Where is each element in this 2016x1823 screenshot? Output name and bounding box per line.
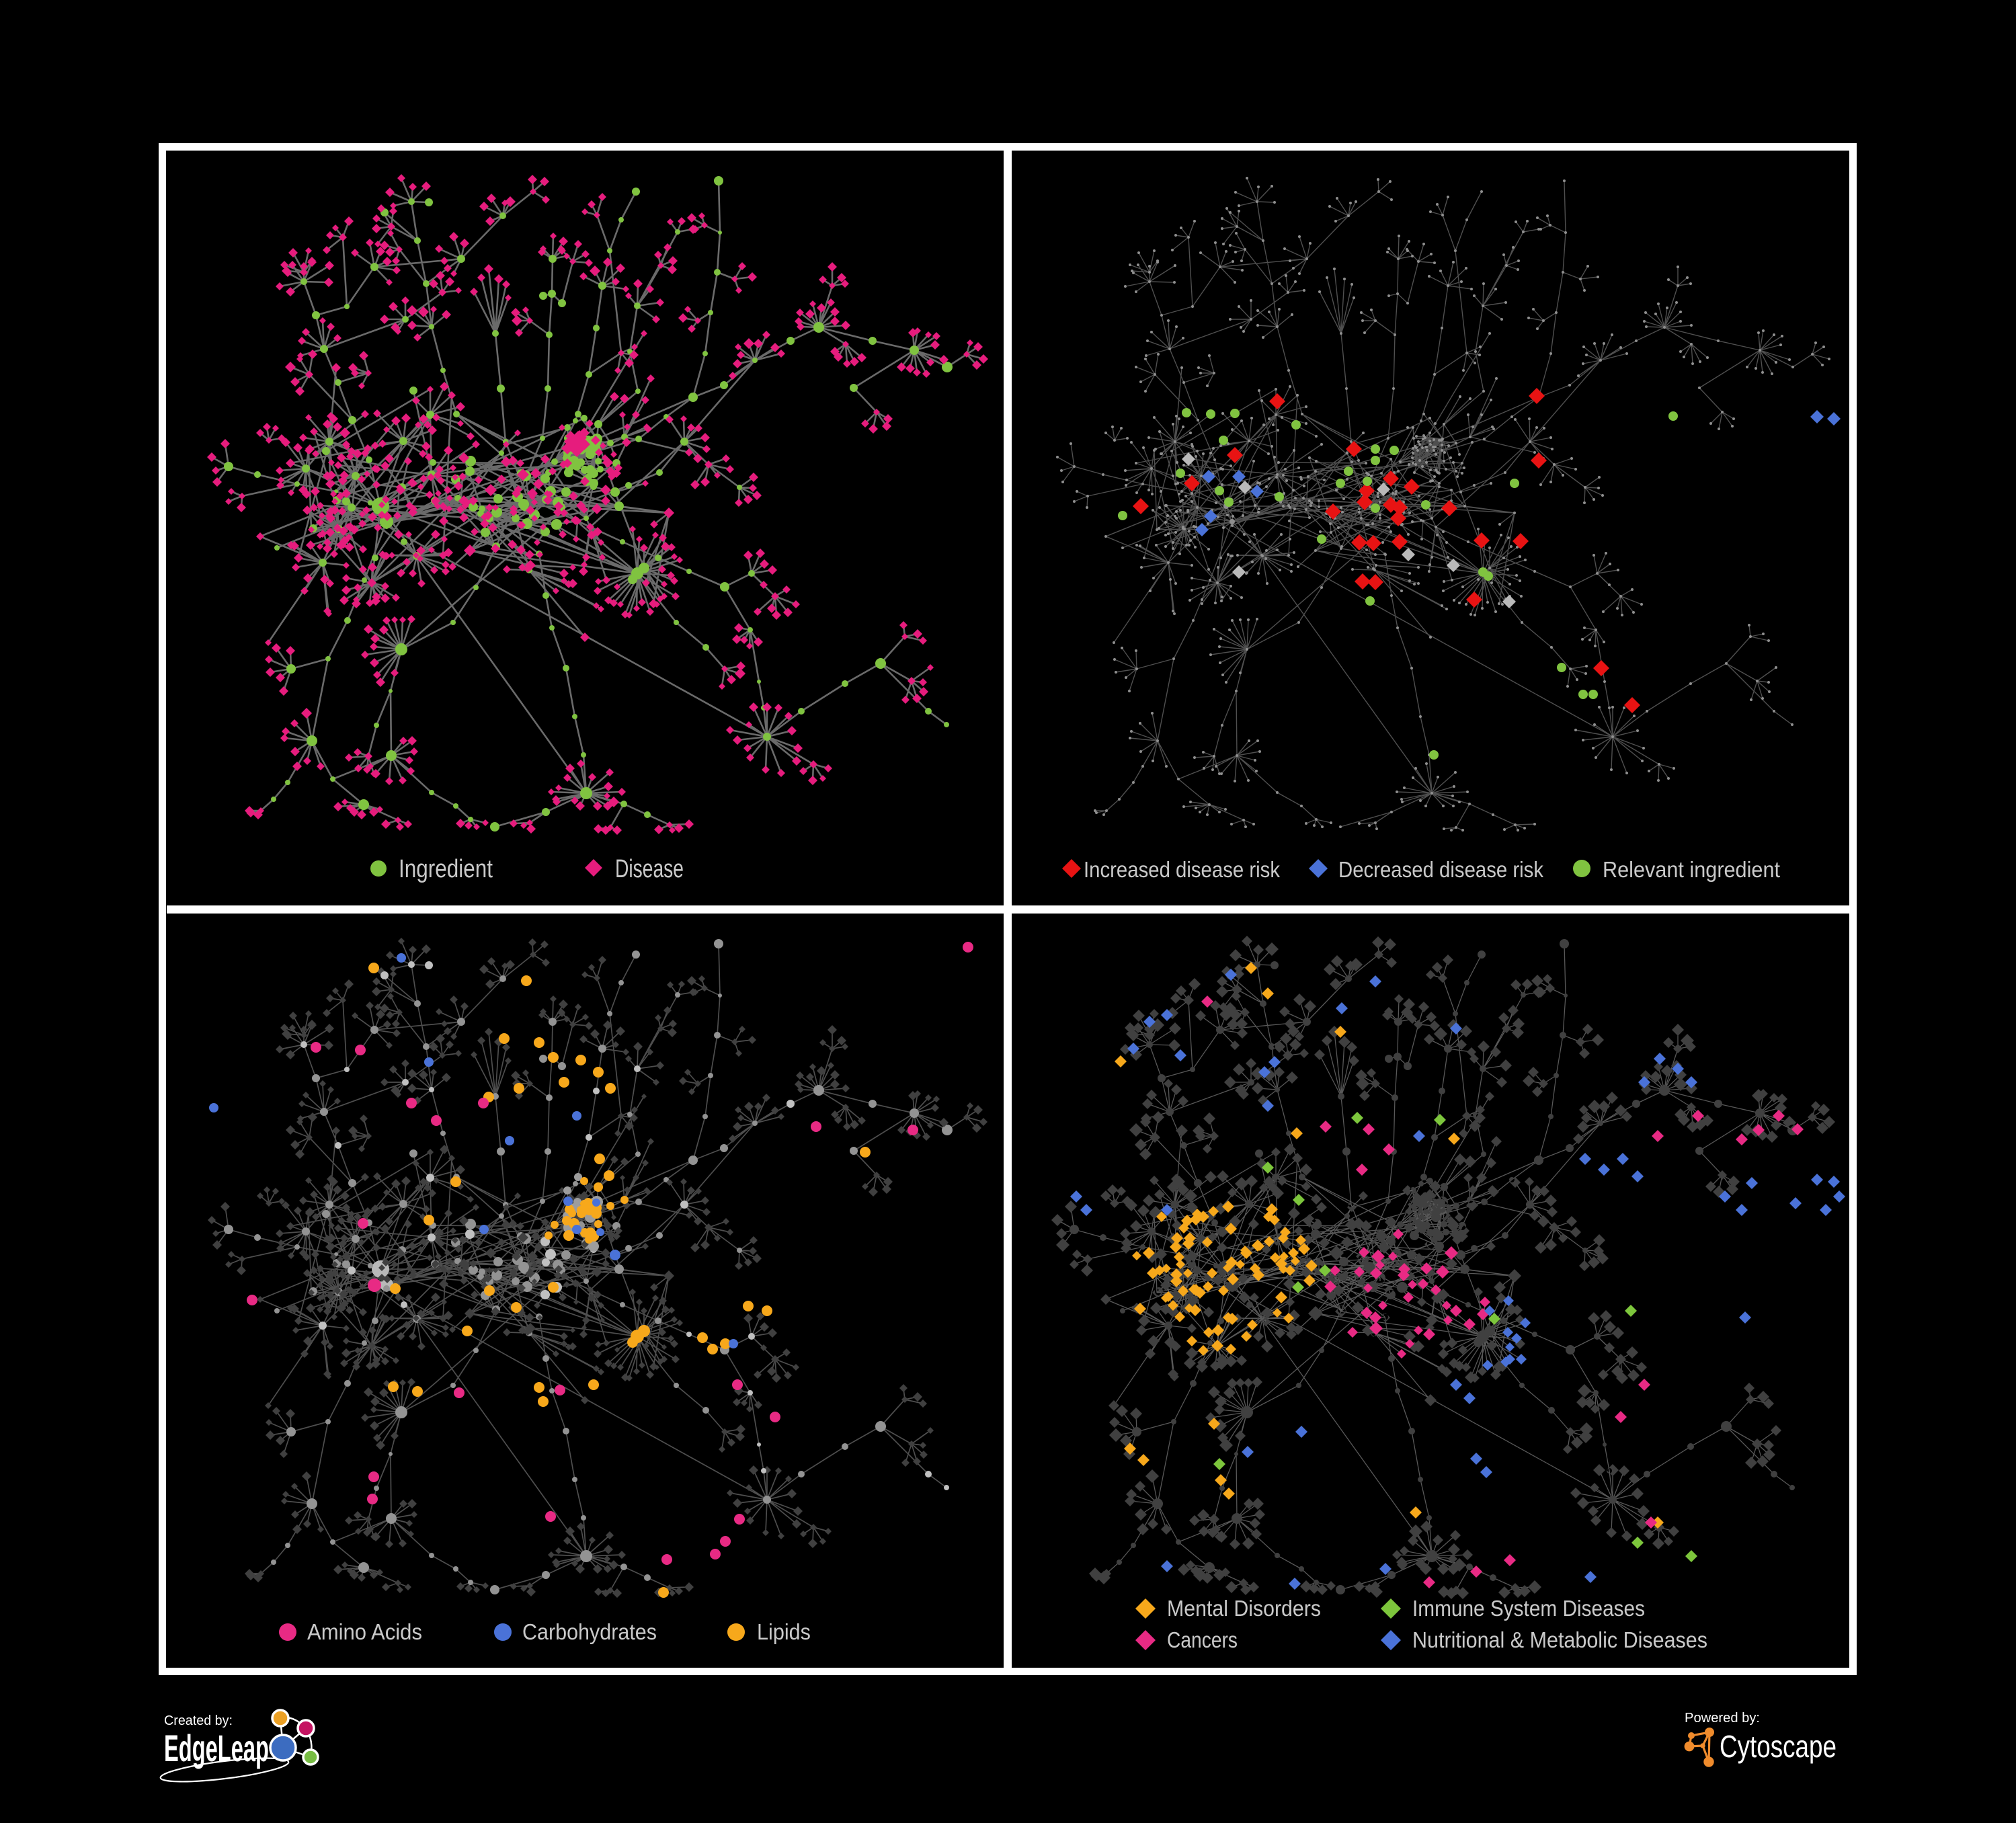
svg-text:Created by:: Created by:	[164, 1713, 233, 1728]
svg-text:Cancers: Cancers	[1167, 1627, 1238, 1652]
svg-text:Carbohydrates: Carbohydrates	[522, 1619, 657, 1644]
svg-text:Amino Acids: Amino Acids	[307, 1619, 422, 1644]
svg-text:Relevant ingredient: Relevant ingredient	[1603, 857, 1780, 882]
svg-text:Mental Disorders: Mental Disorders	[1167, 1596, 1321, 1621]
svg-text:Immune System Diseases: Immune System Diseases	[1412, 1596, 1645, 1621]
svg-text:Ingredient: Ingredient	[399, 855, 493, 883]
svg-text:Cytoscape: Cytoscape	[1720, 1729, 1837, 1764]
svg-text:Increased disease risk: Increased disease risk	[1084, 857, 1280, 882]
svg-text:Disease: Disease	[615, 855, 684, 883]
svg-text:Decreased disease risk: Decreased disease risk	[1338, 857, 1543, 882]
svg-text:Powered by:: Powered by:	[1685, 1711, 1760, 1726]
svg-text:Lipids: Lipids	[757, 1619, 811, 1644]
svg-text:Nutritional & Metabolic Diseas: Nutritional & Metabolic Diseases	[1412, 1627, 1707, 1652]
